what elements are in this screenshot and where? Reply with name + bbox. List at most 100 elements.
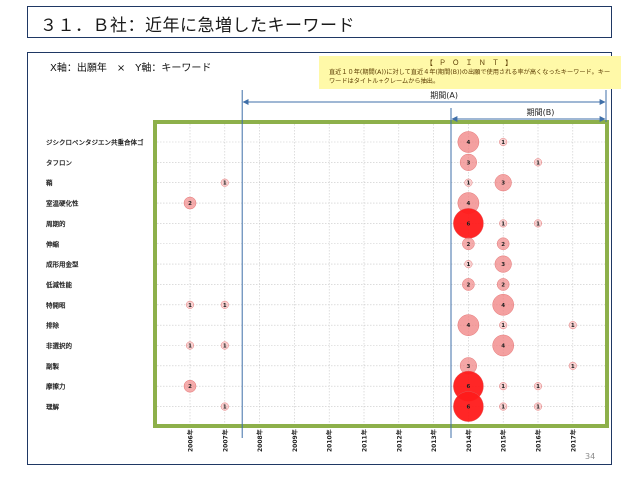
bubble-value-label: 2 — [188, 201, 192, 207]
data-bubble — [492, 294, 514, 316]
data-bubble — [464, 260, 473, 269]
title-box: ３１．Ｂ社：近年に急増したキーワード — [27, 6, 612, 38]
x-tick-label: 2009年 — [291, 429, 299, 452]
data-bubble — [462, 278, 475, 291]
data-bubble — [220, 178, 229, 187]
y-tick-label: 鞘 — [46, 178, 53, 187]
data-bubble — [499, 382, 508, 391]
axis-description: X軸：出願年 × Y軸：キーワード — [50, 63, 212, 74]
bubble-value-label: 4 — [501, 303, 505, 309]
data-bubble — [457, 131, 480, 153]
x-tick-label: 2017年 — [569, 429, 577, 452]
y-tick-label: 排除 — [46, 321, 60, 330]
y-tick-label: 伸縮 — [45, 239, 60, 248]
bubble-value-label: 3 — [466, 160, 470, 166]
y-tick-label: タフロン — [46, 158, 73, 167]
y-tick-label: 副製 — [46, 361, 60, 370]
data-bubble — [492, 334, 514, 357]
data-bubble — [499, 402, 508, 411]
bubble-value-label: 3 — [501, 181, 505, 187]
y-tick-label: 室温硬化性 — [46, 199, 79, 208]
x-tick-label: 2008年 — [256, 429, 264, 452]
y-tick-label: 周期的 — [46, 219, 66, 228]
bubble-value-label: 4 — [466, 140, 470, 146]
data-bubble — [185, 341, 194, 350]
bubble-value-label: 3 — [466, 364, 470, 370]
point-title: 【 Ｐ Ｏ Ｉ Ｎ Ｔ 】 — [425, 59, 515, 67]
x-tick-label: 2011年 — [361, 429, 369, 452]
bubble-value-label: 1 — [536, 405, 540, 411]
data-bubble — [462, 237, 475, 250]
bubble-value-label: 4 — [466, 323, 470, 329]
data-bubble — [496, 237, 510, 250]
bubble-value-label: 6 — [466, 405, 470, 411]
bubble-value-label: 1 — [536, 160, 540, 166]
data-bubble — [183, 379, 197, 393]
bubble-value-label: 2 — [501, 242, 505, 248]
y-tick-label: 摩擦力 — [46, 382, 66, 391]
x-tick-label: 2010年 — [326, 429, 334, 452]
bubble-value-label: 1 — [223, 181, 227, 187]
bubble-value-label: 1 — [501, 323, 505, 329]
x-tick-label: 2016年 — [535, 429, 543, 452]
y-tick-label: 特開昭 — [46, 300, 66, 309]
data-bubble — [220, 341, 229, 350]
data-bubble — [457, 314, 480, 336]
bubble-value-label: 3 — [501, 262, 505, 268]
bubble-value-label: 1 — [466, 181, 470, 187]
bubble-value-label: 2 — [466, 282, 470, 288]
data-bubble — [568, 321, 577, 330]
bubble-value-label: 1 — [223, 303, 227, 309]
bubble-value-label: 2 — [188, 384, 192, 390]
data-bubble — [499, 321, 508, 330]
bubble-value-label: 1 — [536, 221, 540, 227]
data-bubble — [499, 219, 508, 228]
bubble-value-label: 1 — [188, 303, 192, 309]
bubble-value-label: 1 — [501, 384, 505, 390]
x-tick-label: 2013年 — [430, 429, 438, 452]
data-bubble — [499, 137, 508, 146]
slide-title: ３１．Ｂ社：近年に急増したキーワード — [40, 16, 355, 36]
bubble-value-label: 1 — [571, 364, 575, 370]
page-number: 34 — [585, 452, 596, 461]
bubble-value-label: 1 — [501, 140, 505, 146]
x-tick-label: 2014年 — [465, 429, 473, 452]
y-tick-label: 非選択的 — [46, 341, 73, 350]
bubble-value-label: 1 — [501, 221, 505, 227]
bubble-value-label: 4 — [501, 344, 505, 350]
data-bubble — [453, 391, 484, 422]
bubble-value-label: 2 — [501, 282, 505, 288]
bubble-value-label: 6 — [466, 384, 470, 390]
bubble-value-label: 1 — [501, 405, 505, 411]
point-body: 直近１０年(期間(A))に対して直近４年(期間(B))の出願で使用される率が高く… — [329, 69, 611, 85]
data-bubble — [459, 153, 477, 171]
data-bubble — [534, 382, 543, 391]
data-bubble — [183, 196, 197, 210]
plot-area-border — [153, 120, 609, 428]
data-bubble — [464, 178, 473, 187]
bubble-value-label: 1 — [223, 344, 227, 350]
data-bubble — [185, 300, 194, 309]
period-b-label: 期間(B) — [527, 108, 555, 117]
data-bubble — [534, 219, 543, 228]
data-bubble — [534, 158, 543, 167]
data-bubble — [496, 278, 510, 291]
y-tick-label: 低減性能 — [45, 280, 73, 289]
bubble-value-label: 1 — [466, 262, 470, 268]
data-bubble — [220, 402, 229, 411]
data-bubble — [568, 361, 577, 370]
bubble-value-label: 6 — [466, 221, 470, 227]
bubble-value-label: 4 — [466, 201, 470, 207]
y-tick-label: 成形用金型 — [46, 260, 79, 269]
period-a-label: 期間(A) — [430, 91, 458, 100]
data-bubble — [494, 255, 512, 273]
bubble-value-label: 1 — [571, 323, 575, 329]
bubble-value-label: 2 — [466, 242, 470, 248]
data-bubble — [220, 300, 229, 309]
bubble-value-label: 1 — [536, 384, 540, 390]
point-callout: 【 Ｐ Ｏ Ｉ Ｎ Ｔ 】 直近１０年(期間(A))に対して直近４年(期間(B)… — [319, 56, 621, 89]
x-tick-label: 2007年 — [221, 429, 229, 452]
data-bubble — [494, 174, 512, 192]
y-tick-label: ジシクロペンタジエン共重合体ゴ — [46, 138, 144, 147]
